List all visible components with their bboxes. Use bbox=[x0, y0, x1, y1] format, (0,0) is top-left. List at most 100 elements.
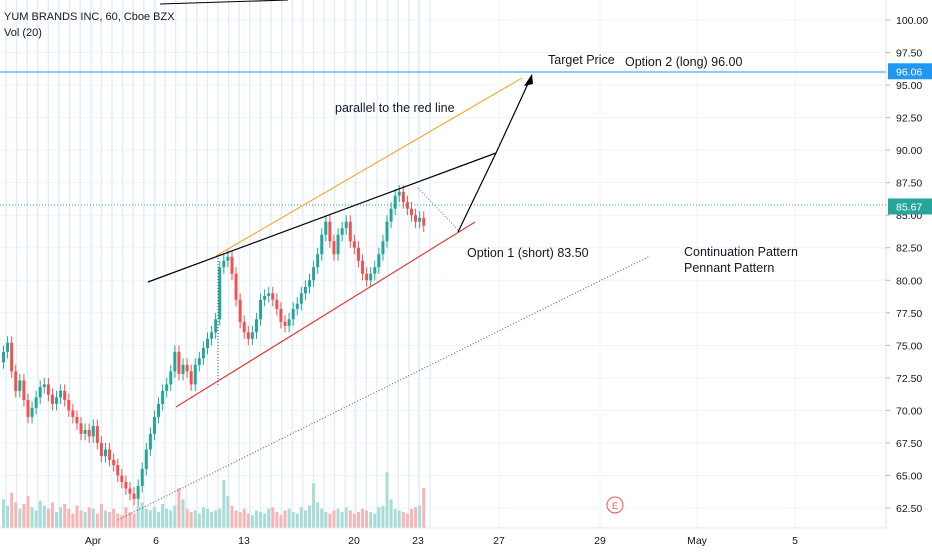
candle-body bbox=[226, 256, 230, 261]
candle-body bbox=[136, 485, 140, 499]
volume-indicator-label[interactable]: Vol (20) bbox=[4, 27, 42, 39]
candle-body bbox=[279, 308, 283, 322]
volume-bar bbox=[120, 515, 124, 528]
candle-body bbox=[385, 221, 389, 242]
volume-bar bbox=[34, 510, 38, 528]
volume-bar bbox=[6, 505, 10, 528]
annotation-4: Continuation Pattern bbox=[684, 245, 798, 259]
time-axis[interactable]: Apr 6 13 20 23 27 29 May 5 bbox=[0, 527, 886, 547]
channel-lower-line[interactable] bbox=[175, 221, 476, 408]
price-tick-label: 72.50 bbox=[896, 373, 922, 385]
price-tick-label: 82.50 bbox=[896, 243, 922, 255]
candle-body bbox=[410, 208, 413, 216]
candle-body bbox=[144, 449, 148, 469]
volume-bars bbox=[2, 472, 426, 528]
projection-line bbox=[417, 187, 461, 233]
candle-body bbox=[422, 217, 426, 226]
candle-body bbox=[414, 215, 418, 222]
candle-body bbox=[83, 429, 87, 434]
volume-bar bbox=[201, 507, 205, 528]
candle-body bbox=[42, 384, 46, 387]
volume-bar bbox=[46, 508, 50, 528]
earnings-event-label: E bbox=[612, 501, 618, 511]
volume-bar bbox=[75, 505, 79, 528]
time-tick-label: 6 bbox=[153, 535, 159, 547]
volume-bar bbox=[381, 505, 385, 528]
candle-body bbox=[299, 293, 303, 304]
volume-bar bbox=[2, 499, 5, 528]
volume-bar bbox=[140, 502, 144, 528]
time-tick-label: 5 bbox=[792, 535, 798, 547]
price-badge bbox=[888, 198, 932, 215]
candles bbox=[2, 185, 426, 506]
volume-bar bbox=[18, 508, 22, 528]
top-trend-line[interactable] bbox=[159, 0, 289, 5]
volume-bar bbox=[275, 512, 279, 528]
price-tick-label: 70.00 bbox=[896, 405, 922, 417]
candle-body bbox=[214, 319, 218, 333]
volume-bar bbox=[332, 510, 336, 528]
candle-body bbox=[320, 234, 324, 255]
parallel-line[interactable] bbox=[215, 77, 523, 257]
pennant-upper-line[interactable] bbox=[147, 152, 497, 283]
volume-bar bbox=[193, 510, 197, 528]
candle-body bbox=[373, 267, 377, 274]
annotation-0: Target Price bbox=[548, 53, 615, 67]
time-tick-label: 20 bbox=[348, 535, 360, 547]
candle-body bbox=[14, 371, 18, 391]
volume-bar bbox=[218, 508, 222, 528]
earnings-event-marker[interactable] bbox=[606, 496, 624, 514]
volume-bar bbox=[340, 512, 344, 528]
candle-body bbox=[369, 273, 373, 281]
candle-body bbox=[177, 351, 181, 374]
volume-bar bbox=[14, 502, 18, 528]
candle-body bbox=[22, 380, 26, 400]
candle-body bbox=[377, 254, 381, 268]
candle-body bbox=[173, 351, 177, 372]
symbol-title[interactable]: YUM BRANDS INC, 60, Cboe BZX bbox=[4, 11, 175, 23]
time-tick-label: 23 bbox=[412, 535, 424, 547]
candle-body bbox=[336, 234, 340, 255]
grid bbox=[0, 0, 886, 528]
volume-bar bbox=[128, 512, 132, 528]
candle-body bbox=[2, 351, 5, 363]
candle-body bbox=[55, 397, 59, 404]
price-tick-label: 90.00 bbox=[896, 145, 922, 157]
volume-bar bbox=[79, 510, 83, 528]
price-badge-label: 96.06 bbox=[896, 66, 922, 78]
volume-bar bbox=[22, 504, 26, 528]
candle-body bbox=[230, 256, 234, 274]
candle-body bbox=[234, 273, 238, 300]
annotation-1: Option 2 (long) 96.00 bbox=[625, 55, 742, 69]
price-tick-label: 95.00 bbox=[896, 80, 922, 92]
volume-bar bbox=[234, 510, 238, 528]
volume-bar bbox=[50, 502, 54, 528]
candle-body bbox=[165, 384, 169, 391]
target-arrow-head bbox=[524, 74, 533, 86]
price-badge bbox=[888, 63, 932, 80]
candle-body bbox=[365, 273, 369, 281]
price-tick-label: 67.50 bbox=[896, 438, 922, 450]
candle-body bbox=[352, 241, 356, 248]
price-axis[interactable]: 62.50 65.00 67.50 70.00 72.50 75.00 77.50 80.00… bbox=[885, 0, 932, 528]
candle-body bbox=[75, 416, 79, 424]
volume-bar bbox=[71, 513, 75, 528]
candle-body bbox=[124, 481, 128, 489]
target-arrow[interactable] bbox=[457, 74, 533, 233]
candle-body bbox=[389, 208, 393, 222]
candle-body bbox=[34, 397, 38, 408]
volume-bar bbox=[242, 508, 246, 528]
volume-bar bbox=[385, 472, 389, 528]
volume-bar bbox=[226, 496, 230, 528]
candle-body bbox=[18, 380, 22, 391]
candle-body bbox=[291, 308, 295, 320]
price-tick-label: 100.00 bbox=[896, 15, 928, 27]
volume-bar bbox=[267, 508, 271, 528]
forecast-line[interactable] bbox=[117, 255, 651, 521]
candle-body bbox=[120, 475, 124, 482]
volume-bar bbox=[214, 510, 218, 528]
volume-bar bbox=[152, 507, 156, 528]
volume-bar bbox=[55, 512, 59, 528]
